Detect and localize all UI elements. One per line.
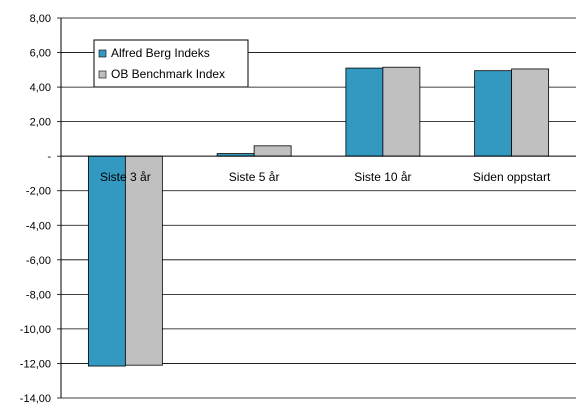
y-tick-label: -10,00 (20, 324, 51, 336)
y-tick-label: -2,00 (26, 186, 51, 198)
bar (345, 67, 384, 157)
y-tick-label: -4,00 (26, 220, 51, 232)
y-tick-label: 4,00 (30, 82, 51, 94)
category-labels: Siste 3 år Siste 5 år Siste 10 år Siden opp… (100, 170, 551, 184)
y-tick-label: -12,00 (20, 358, 51, 370)
axes (60, 18, 576, 398)
y-tick-label: 6,00 (30, 48, 51, 60)
category-label: Siste 10 år (354, 170, 411, 184)
legend-swatch-alfred-berg (98, 49, 107, 58)
bar (124, 155, 163, 366)
legend-swatch-ob-benchmark (98, 70, 107, 79)
legend-label-alfred-berg: Alfred Berg Indeks (111, 46, 210, 60)
y-tick-label: 2,00 (30, 117, 51, 129)
bar (474, 70, 513, 157)
legend-label-ob-benchmark: OB Benchmark Index (111, 67, 225, 81)
y-tick-label: -14,00 (20, 393, 51, 405)
y-tick-label: 8,00 (30, 13, 51, 25)
y-tick-label: -8,00 (26, 289, 51, 301)
category-label: Siden oppstart (473, 170, 551, 184)
category-label: Siste 5 år (229, 170, 280, 184)
y-tick-label: -6,00 (26, 255, 51, 267)
bar (253, 145, 292, 157)
bar (382, 66, 421, 157)
y-tick-label: - (47, 151, 51, 163)
legend-box (93, 39, 249, 88)
category-label: Siste 3 år (100, 170, 151, 184)
bars (87, 66, 550, 367)
bar (511, 68, 550, 157)
legend: Alfred Berg Indeks OB Benchmark Index (93, 39, 249, 88)
y-tick-labels: 8,00 6,00 4,00 2,00 - -2,00 -4,00 -6,00 -8,00 -10… (20, 13, 52, 405)
bar (87, 155, 126, 367)
